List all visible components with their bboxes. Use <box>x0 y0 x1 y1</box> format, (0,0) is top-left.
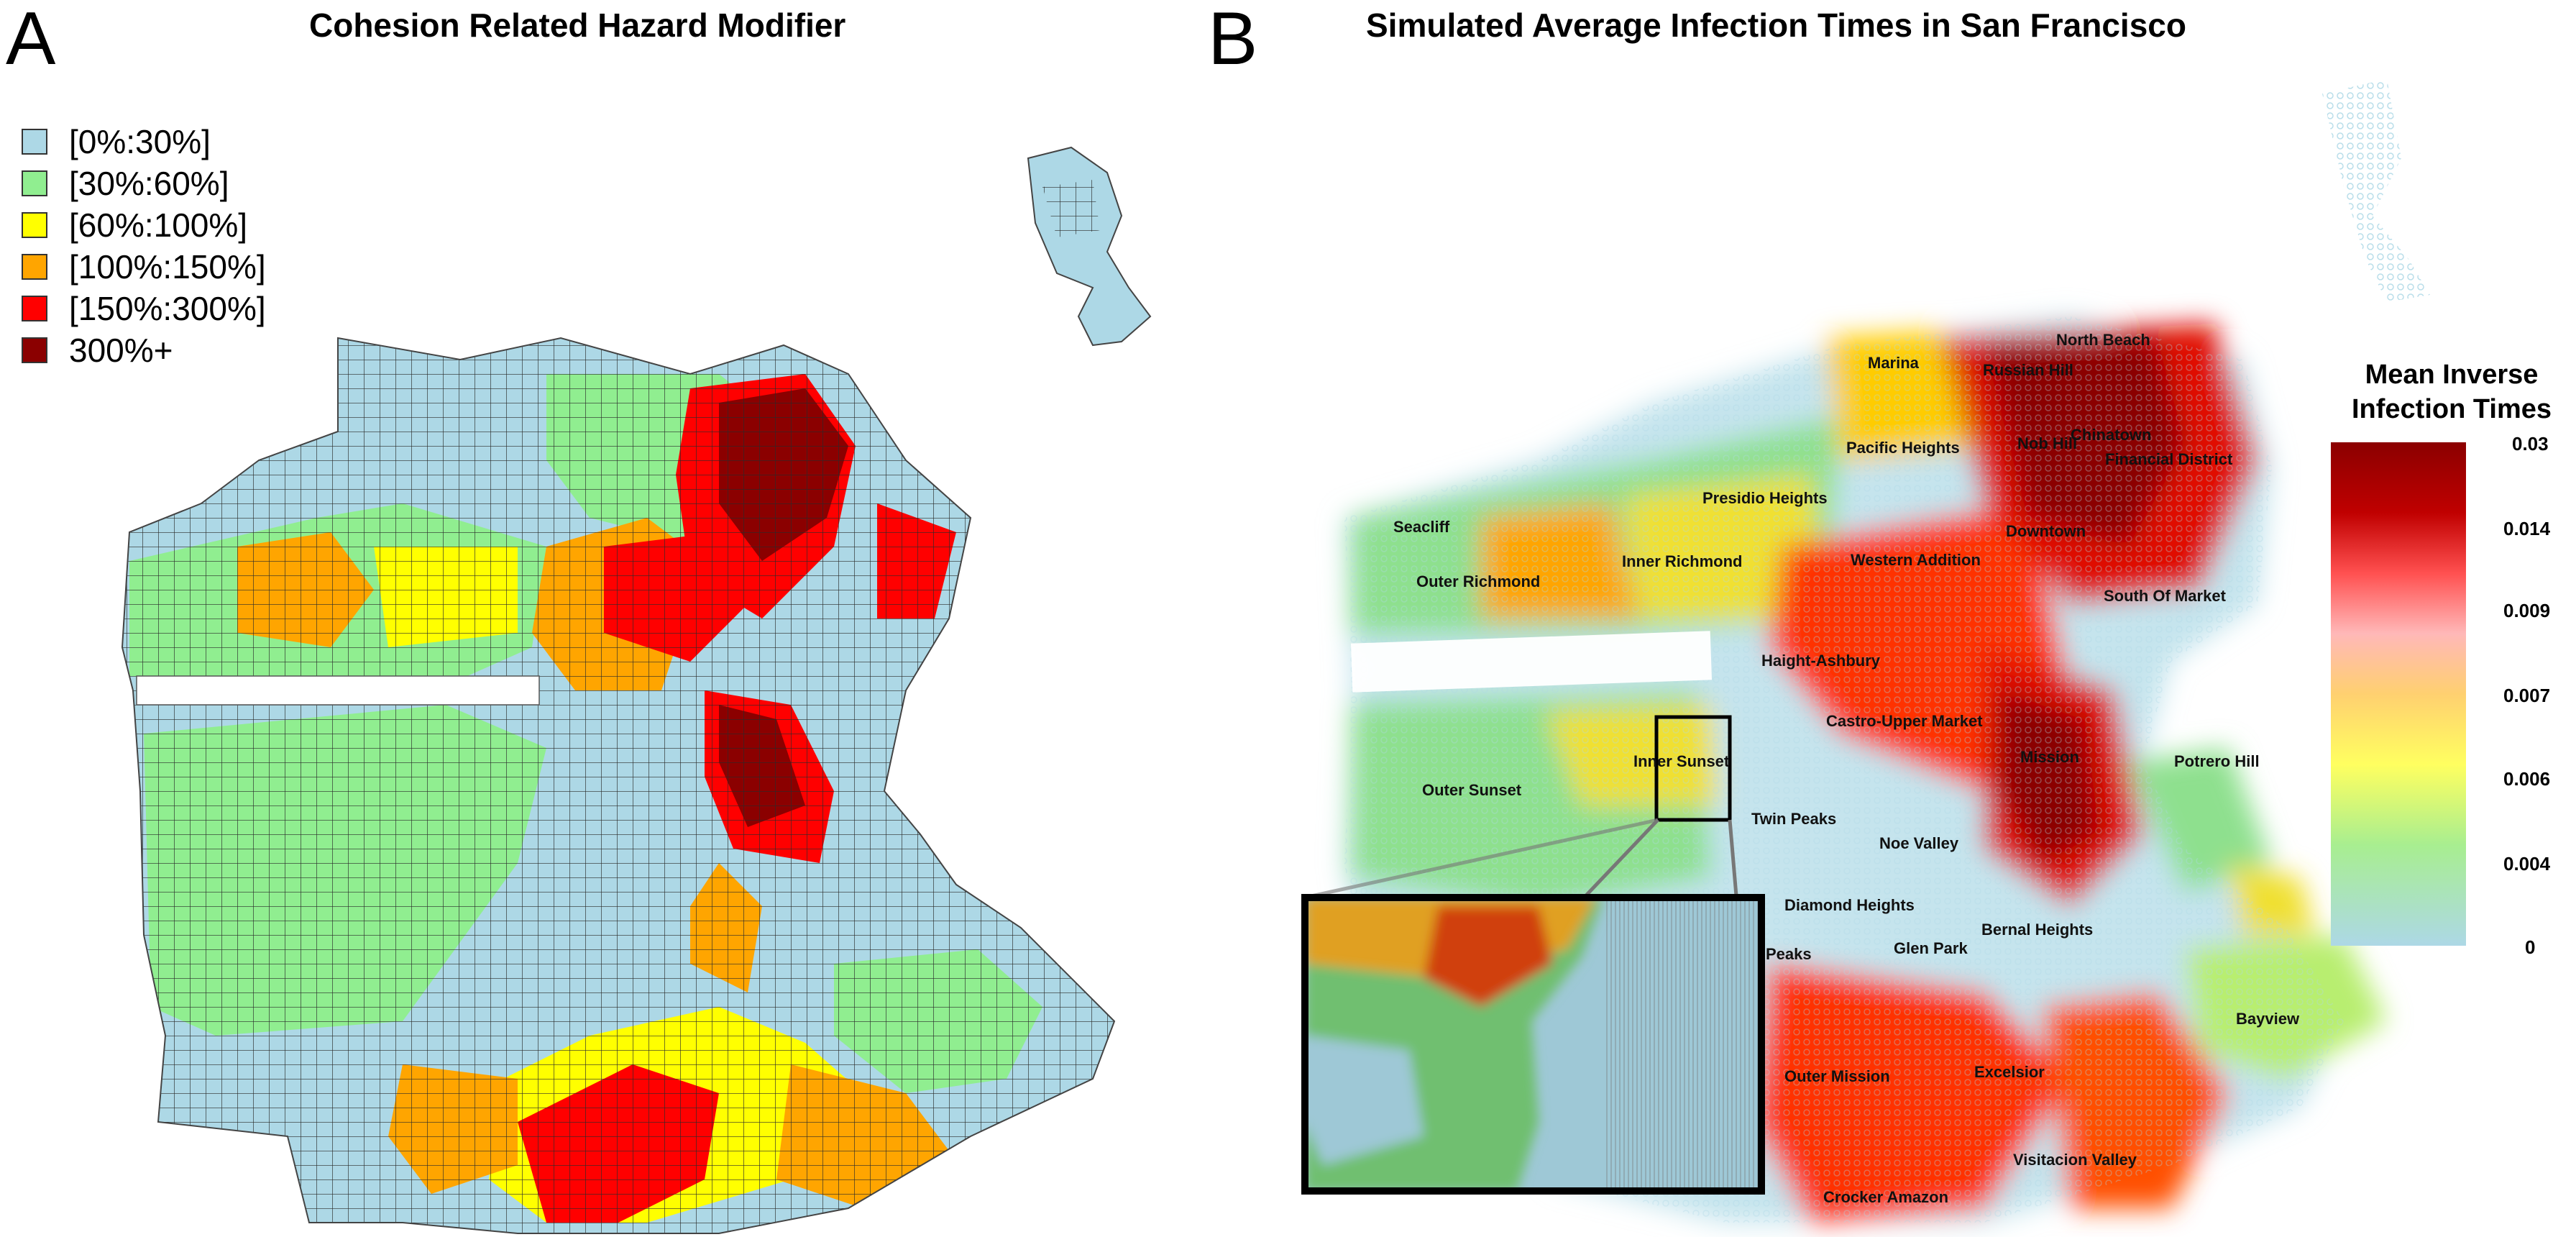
zoom-inset-frame <box>1301 894 1765 1195</box>
panel-a-letter: A <box>6 0 56 81</box>
label-outer-richmond: Outer Richmond <box>1416 572 1540 590</box>
panel-b-letter: B <box>1208 0 1258 81</box>
label-peaks: Peaks <box>1766 945 1812 963</box>
label-excelsior: Excelsior <box>1974 1063 2045 1081</box>
colorbar-tick: 0.009 <box>2503 600 2551 621</box>
colorbar-tick: 0.006 <box>2503 768 2551 790</box>
golden-gate-park <box>136 675 540 706</box>
label-potrero-hill: Potrero Hill <box>2174 752 2260 770</box>
colorbar-title: Mean Inverse Infection Times <box>2333 358 2570 426</box>
label-nob-hill: Nob Hill <box>2017 434 2077 452</box>
label-inner-richmond: Inner Richmond <box>1622 552 1742 570</box>
panel-b-title: Simulated Average Infection Times in San… <box>1366 6 2186 44</box>
legend-item: [100%:150%] <box>22 246 266 288</box>
hazard-legend: [0%:30%] [30%:60%] [60%:100%] [100%:150%… <box>22 121 266 371</box>
label-mission: Mission <box>2020 748 2079 766</box>
label-outer-sunset: Outer Sunset <box>1422 781 1522 799</box>
label-haight-ashbury: Haight-Ashbury <box>1761 652 1881 670</box>
label-russian-hill: Russian Hill <box>1983 361 2073 379</box>
label-chinatown: Chinatown <box>2071 426 2151 444</box>
label-downtown: Downtown <box>2006 522 2086 540</box>
legend-swatch <box>22 254 47 280</box>
colorbar-tick: 0.007 <box>2503 685 2551 706</box>
legend-swatch <box>22 296 47 321</box>
label-financial-district: Financial District <box>2105 450 2233 468</box>
label-crocker-amazon: Crocker Amazon <box>1823 1188 1948 1206</box>
label-glen-park: Glen Park <box>1894 939 1968 957</box>
label-bayview: Bayview <box>2236 1010 2300 1028</box>
colorbar-gradient <box>2331 442 2466 946</box>
label-bernal-heights: Bernal Heights <box>1981 921 2093 939</box>
neighborhood-labels: North Beach Marina Russian Hill Chinatow… <box>1393 331 2300 1206</box>
colorbar-title-line2: Infection Times <box>2351 393 2552 424</box>
panel-a-title: Cohesion Related Hazard Modifier <box>309 6 846 44</box>
treasure-island-b <box>2322 79 2430 302</box>
colorbar-tick: 0 <box>2525 936 2536 958</box>
golden-gate-park-b <box>1350 631 1713 693</box>
label-castro-upper-market: Castro-Upper Market <box>1826 712 1983 730</box>
label-marina: Marina <box>1868 354 1920 372</box>
label-north-beach: North Beach <box>2056 331 2150 349</box>
legend-label: [60%:100%] <box>69 206 248 244</box>
legend-label: 300%+ <box>69 332 173 369</box>
label-diamond-heights: Diamond Heights <box>1784 896 1915 914</box>
legend-label: [30%:60%] <box>69 165 229 202</box>
label-outer-mission: Outer Mission <box>1784 1067 1890 1085</box>
zoom-highlight-box <box>1654 715 1732 822</box>
colorbar-tick: 0.03 <box>2512 433 2549 455</box>
legend-item: [60%:100%] <box>22 204 266 246</box>
label-visitacion-valley: Visitacion Valley <box>2013 1151 2137 1169</box>
colorbar-title-line1: Mean Inverse <box>2365 360 2539 390</box>
label-western-addition: Western Addition <box>1851 551 1981 569</box>
label-south-of-market: South Of Market <box>2104 587 2227 605</box>
label-seacliff: Seacliff <box>1393 518 1450 536</box>
label-noe-valley: Noe Valley <box>1879 834 1959 852</box>
legend-label: [100%:150%] <box>69 248 266 286</box>
legend-swatch <box>22 337 47 363</box>
label-presidio-heights: Presidio Heights <box>1702 489 1828 507</box>
label-inner-sunset: Inner Sunset <box>1633 752 1730 770</box>
legend-label: [0%:30%] <box>69 123 211 160</box>
label-twin-peaks: Twin Peaks <box>1751 810 1836 828</box>
legend-swatch <box>22 212 47 238</box>
legend-label: [150%:300%] <box>69 290 266 327</box>
legend-swatch <box>22 170 47 196</box>
legend-item: [0%:30%] <box>22 121 266 163</box>
legend-item: [30%:60%] <box>22 163 266 204</box>
colorbar-tick: 0.014 <box>2503 518 2551 539</box>
zoom-inset <box>1305 898 1761 1191</box>
legend-item: [150%:300%] <box>22 288 266 329</box>
label-pacific-heights: Pacific Heights <box>1846 439 1960 457</box>
legend-swatch <box>22 129 47 155</box>
colorbar-tick: 0.004 <box>2503 853 2551 875</box>
legend-item: 300%+ <box>22 329 266 371</box>
